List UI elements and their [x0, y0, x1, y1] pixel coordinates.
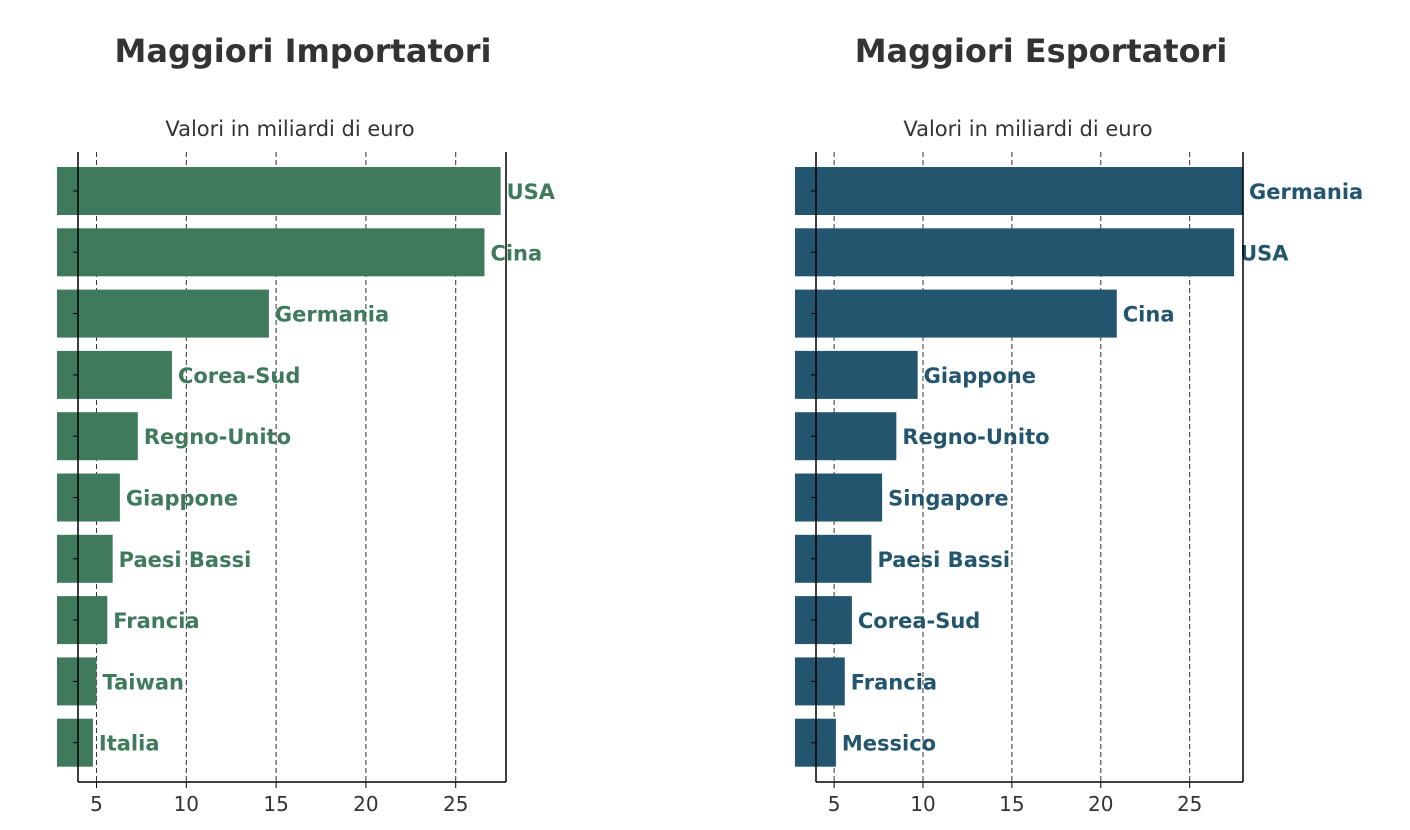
importers-bar-label: Paesi Bassi — [119, 548, 252, 572]
exporters-bar-label: Germania — [1249, 180, 1363, 204]
importers-title: Maggiori Importatori — [114, 32, 492, 70]
importers-bar — [57, 534, 113, 583]
importers-bar — [57, 412, 138, 461]
exporters-x-tick-label: 25 — [1177, 792, 1202, 816]
importers-bar — [57, 596, 108, 645]
exporters-bar — [795, 534, 872, 583]
exporters-x-tick-label: 5 — [828, 792, 841, 816]
importers-bar-label: Cina — [490, 241, 542, 265]
exporters-bar — [795, 473, 883, 522]
exporters-subtitle: Valori in miliardi di euro — [903, 117, 1153, 141]
exporters-bar — [795, 596, 852, 645]
exporters-bar-label: Giappone — [924, 364, 1036, 388]
importers-bar-label: USA — [507, 180, 556, 204]
importers-x-tick-label: 5 — [90, 792, 103, 816]
importers-bar-label: Italia — [99, 732, 160, 756]
exporters-bar-label: Messico — [842, 732, 936, 756]
exporters-bar — [795, 167, 1243, 215]
importers-x-tick-label: 20 — [353, 792, 378, 816]
importers-bar-label: Taiwan — [103, 670, 185, 694]
importers-x-tick-label: 10 — [174, 792, 199, 816]
exporters-bar — [795, 412, 897, 461]
exporters-bar — [795, 228, 1235, 277]
importers-bar-label: Giappone — [126, 487, 238, 511]
exporters-x-tick-label: 15 — [999, 792, 1024, 816]
exporters-bar-label: Regno-Unito — [902, 425, 1049, 449]
importers-subtitle: Valori in miliardi di euro — [165, 117, 415, 141]
exporters-bar — [795, 289, 1117, 338]
exporters-bar-label: Singapore — [888, 487, 1009, 511]
exporters-bar — [795, 657, 845, 706]
exporters-title: Maggiori Esportatori — [854, 32, 1228, 70]
importers-bar-label: Regno-Unito — [144, 425, 291, 449]
exporters-bar-label: Cina — [1123, 303, 1175, 327]
exporters-x-tick-label: 20 — [1088, 792, 1113, 816]
importers-bar-label: Germania — [275, 303, 389, 327]
importers-x-tick-label: 25 — [443, 792, 468, 816]
importers-bar — [57, 228, 485, 277]
exporters-bar-label: USA — [1240, 241, 1289, 265]
importers-bar-label: Corea-Sud — [178, 364, 300, 388]
importers-bar — [57, 289, 269, 338]
exporters-bar-label: Francia — [851, 670, 937, 694]
exporters-bar-label: Paesi Bassi — [877, 548, 1010, 572]
importers-bar — [57, 167, 501, 215]
importers-bar — [57, 473, 120, 522]
importers-x-tick-label: 15 — [263, 792, 288, 816]
importers-bar-label: Francia — [113, 609, 199, 633]
exporters-x-tick-label: 10 — [910, 792, 935, 816]
exporters-bar-label: Corea-Sud — [858, 609, 980, 633]
